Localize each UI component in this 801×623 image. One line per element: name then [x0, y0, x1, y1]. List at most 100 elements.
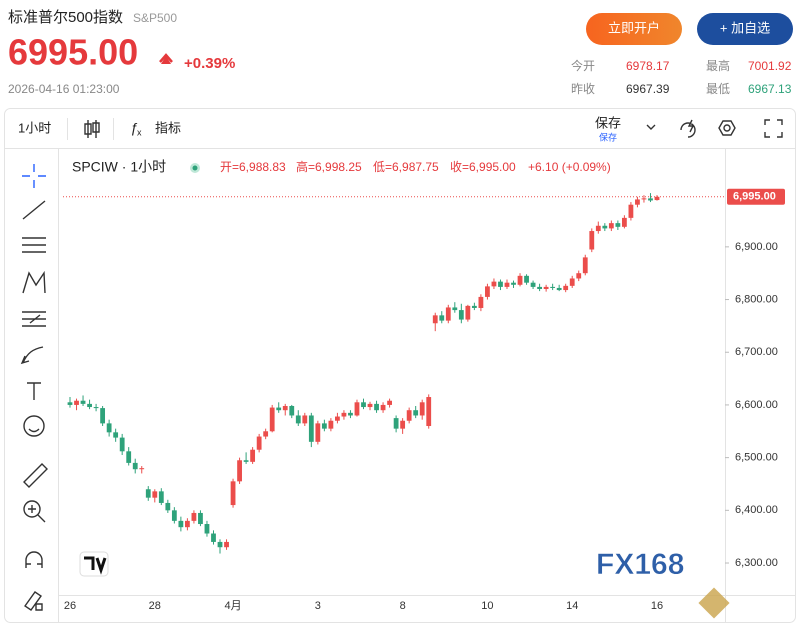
y-tick-label: 6,300.00 [735, 557, 778, 569]
candle-body [341, 412, 347, 417]
candle-body [517, 275, 523, 285]
info-change: +6.10 (+0.09%) [528, 160, 611, 174]
magnet-tool[interactable] [25, 551, 43, 568]
candle-body [348, 412, 353, 416]
plot: 6,300.00 6,400.00 6,500.00 6,600.00 6,700.00… [63, 188, 785, 612]
candle-body [302, 415, 308, 424]
status-dot [192, 165, 198, 171]
info-high: 高=6,998.25 [296, 159, 362, 174]
save-button[interactable]: 保存 [595, 115, 621, 130]
candle-body [550, 286, 556, 288]
candle-body [498, 281, 503, 287]
watchlist-button[interactable]: + 加自选 [697, 13, 793, 45]
save-sub: 保存 [599, 131, 617, 142]
button-bg [586, 13, 682, 45]
candle-body [250, 449, 256, 462]
x-tick-label: 8 [400, 600, 406, 612]
candle-body [537, 286, 542, 290]
candle-body [67, 402, 73, 405]
instrument-symbol: S&P500 [133, 11, 177, 25]
lock-tool[interactable] [24, 591, 43, 611]
text-tool[interactable] [27, 382, 41, 400]
y-tick-label: 6,600.00 [735, 399, 778, 411]
candle-body [93, 407, 99, 409]
candle-body [413, 410, 419, 416]
candle-body [524, 275, 529, 283]
candle-body [654, 196, 660, 201]
candle-body [641, 198, 647, 200]
indicators-button[interactable]: 指标 [155, 120, 181, 135]
y-tick-label: 6,900.00 [735, 241, 778, 253]
candle-body [589, 231, 595, 250]
candle-body [269, 407, 275, 432]
stat-value: 7001.92 [748, 59, 792, 73]
open-account-button[interactable]: 立即开户 [586, 13, 682, 45]
fullscreen-button[interactable] [764, 119, 783, 138]
candle-body [419, 402, 425, 416]
stat-label: 昨收 [571, 82, 595, 96]
candle-body [471, 305, 477, 308]
last-price-label: 6,995.00 [733, 191, 776, 203]
candle-body [211, 533, 216, 542]
up-arrow-head [161, 56, 171, 64]
stat-value: 6967.13 [748, 82, 792, 96]
candle-body [126, 451, 132, 463]
brush-tool[interactable] [20, 346, 44, 365]
interval-selector[interactable]: 1小时 [18, 120, 51, 135]
candle-body [100, 408, 106, 424]
candle-body [263, 431, 269, 437]
candle-body [321, 423, 327, 429]
fib-tool[interactable] [22, 237, 46, 253]
stat-label: 最高 [706, 58, 730, 73]
candle-body [504, 282, 510, 287]
candle-body [595, 225, 601, 232]
watermark: FX168 [596, 548, 684, 581]
crosshair-tool[interactable] [22, 164, 46, 188]
x-tick-label: 26 [64, 600, 76, 612]
x-tick-label: 4月 [224, 600, 241, 612]
projection-tool[interactable] [22, 311, 46, 327]
candle-body [171, 510, 177, 521]
y-tick-label: 6,500.00 [735, 452, 778, 464]
candle-body [113, 432, 119, 438]
candle-body [74, 400, 79, 405]
candle-body [439, 315, 445, 321]
candle-body [452, 307, 458, 311]
emoji-tool [28, 428, 40, 433]
candle-body [224, 541, 229, 548]
candle-body [178, 520, 184, 528]
candle-body [185, 520, 190, 528]
emoji-tool[interactable] [23, 415, 45, 437]
candle-body [569, 278, 575, 286]
logo-mark [84, 556, 107, 575]
candle-body [621, 217, 627, 227]
candle-body [198, 512, 203, 525]
candle-body [406, 410, 412, 421]
stat-value: 6967.39 [626, 82, 670, 96]
candle-body [380, 404, 386, 411]
button-label: + 加自选 [720, 20, 770, 35]
candle-body [230, 481, 236, 506]
tv-logo [79, 551, 109, 577]
info-close: 收=6,995.00 [450, 160, 516, 174]
chevron[interactable] [646, 124, 656, 130]
candle-body [628, 204, 634, 218]
x-tick-label: 14 [566, 600, 578, 612]
settings-button[interactable] [718, 120, 736, 136]
candle-body [315, 423, 321, 442]
line-tool[interactable] [22, 200, 46, 220]
zoom-tool[interactable] [23, 500, 41, 518]
candle-body [119, 437, 125, 452]
chart-type-button[interactable] [84, 120, 100, 138]
ruler-tool[interactable] [23, 463, 48, 488]
button-label: 立即开户 [608, 20, 660, 35]
instrument-title: 标准普尔500指数 [8, 9, 123, 26]
pattern-tool[interactable] [22, 270, 46, 294]
alert-button[interactable] [680, 119, 696, 138]
candle-body [432, 315, 438, 324]
candle-body [237, 460, 242, 482]
candle-body [635, 199, 640, 205]
candle-body [80, 400, 86, 404]
y-tick-label: 6,400.00 [735, 504, 778, 516]
